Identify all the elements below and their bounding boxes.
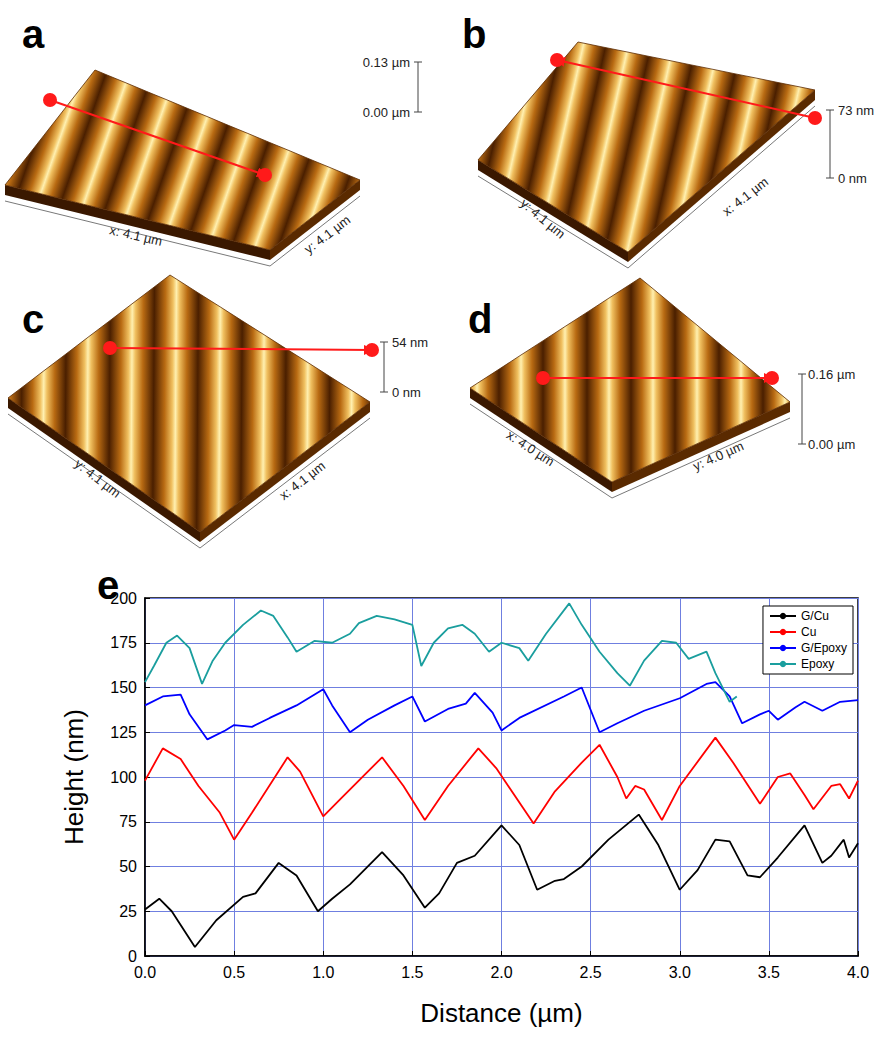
svg-text:54 nm: 54 nm [392, 335, 428, 350]
svg-text:0 nm: 0 nm [392, 385, 421, 400]
svg-text:50: 50 [119, 858, 137, 875]
svg-text:100: 100 [110, 769, 137, 786]
svg-text:0.13 µm: 0.13 µm [363, 55, 410, 70]
svg-text:0: 0 [128, 948, 137, 965]
svg-text:G/Epoxy: G/Epoxy [801, 641, 847, 655]
svg-text:3.5: 3.5 [758, 964, 780, 981]
svg-text:y: 4.1 µm: y: 4.1 µm [517, 196, 568, 242]
svg-text:G/Cu: G/Cu [801, 609, 829, 623]
svg-text:x: 4.1 µm: x: 4.1 µm [276, 458, 328, 503]
svg-text:Distance (µm): Distance (µm) [420, 998, 582, 1028]
svg-text:0.0: 0.0 [134, 964, 156, 981]
svg-text:0.00 µm: 0.00 µm [363, 105, 410, 120]
svg-text:2.5: 2.5 [580, 964, 602, 981]
svg-text:3.0: 3.0 [669, 964, 691, 981]
svg-text:0.16 µm: 0.16 µm [808, 367, 855, 382]
svg-text:b: b [462, 12, 486, 56]
svg-text:25: 25 [119, 903, 137, 920]
svg-text:1.5: 1.5 [401, 964, 423, 981]
svg-text:c: c [22, 297, 44, 341]
svg-text:y: 4.1 µm: y: 4.1 µm [301, 212, 353, 256]
svg-text:x: 4.1 µm: x: 4.1 µm [719, 174, 771, 219]
svg-text:175: 175 [110, 634, 137, 651]
svg-text:y: 4.0 µm: y: 4.0 µm [691, 438, 746, 474]
svg-text:Cu: Cu [801, 625, 816, 639]
svg-text:y: 4.1 µm: y: 4.1 µm [72, 456, 124, 501]
svg-text:x: 4.1 µm: x: 4.1 µm [108, 222, 164, 249]
svg-text:d: d [468, 297, 492, 341]
svg-text:4.0: 4.0 [847, 964, 869, 981]
svg-text:0.00 µm: 0.00 µm [808, 437, 855, 452]
svg-text:1.0: 1.0 [312, 964, 334, 981]
svg-text:200: 200 [110, 589, 137, 607]
svg-text:0.5: 0.5 [223, 964, 245, 981]
svg-text:125: 125 [110, 724, 137, 741]
svg-text:2.0: 2.0 [490, 964, 512, 981]
svg-text:75: 75 [119, 813, 137, 830]
svg-text:x: 4.0 µm: x: 4.0 µm [504, 427, 557, 469]
svg-text:e: e [97, 563, 119, 607]
svg-text:Epoxy: Epoxy [801, 657, 834, 671]
svg-text:150: 150 [110, 679, 137, 696]
svg-text:Height (nm): Height (nm) [59, 709, 89, 845]
svg-text:a: a [22, 12, 45, 56]
svg-text:0 nm: 0 nm [838, 171, 867, 186]
svg-text:73 nm: 73 nm [838, 103, 874, 118]
